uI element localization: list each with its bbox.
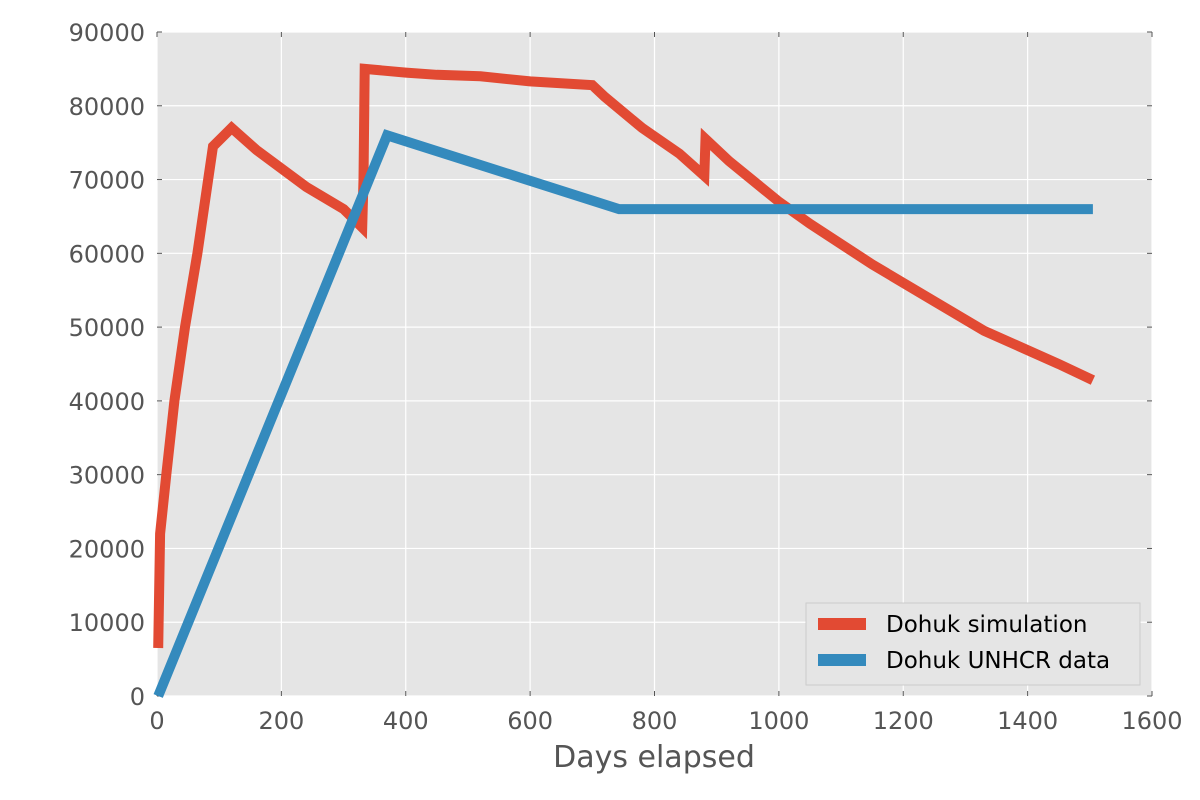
y-tick-label: 90000 [69,19,145,47]
legend: Dohuk simulation Dohuk UNHCR data [806,603,1140,685]
legend-label-unhcr: Dohuk UNHCR data [886,648,1110,674]
x-axis-title: Days elapsed [553,740,755,775]
y-tick-label: 20000 [69,535,145,563]
y-tick-label: 0 [130,683,145,711]
x-tick-label: 800 [632,707,678,735]
x-tick-label: 200 [258,707,304,735]
legend-label-simulation: Dohuk simulation [886,612,1087,638]
y-tick-label: 80000 [69,93,145,121]
y-tick-label: 10000 [69,609,145,637]
x-tick-label: 400 [383,707,429,735]
x-tick-label: 0 [149,707,164,735]
x-tick-label: 1400 [997,707,1058,735]
x-tick-label: 1600 [1121,707,1182,735]
y-tick-labels: 0 10000 20000 30000 40000 50000 60000 70000 8000… [69,19,145,711]
y-tick-label: 50000 [69,314,145,342]
x-tick-labels: 0 200 400 600 800 1000 1200 1400 1600 [149,707,1182,735]
y-tick-label: 70000 [69,167,145,195]
y-tick-label: 60000 [69,240,145,268]
y-tick-label: 30000 [69,462,145,490]
y-tick-label: 40000 [69,388,145,416]
x-tick-label: 1000 [748,707,809,735]
x-tick-label: 600 [507,707,553,735]
x-tick-label: 1200 [873,707,934,735]
